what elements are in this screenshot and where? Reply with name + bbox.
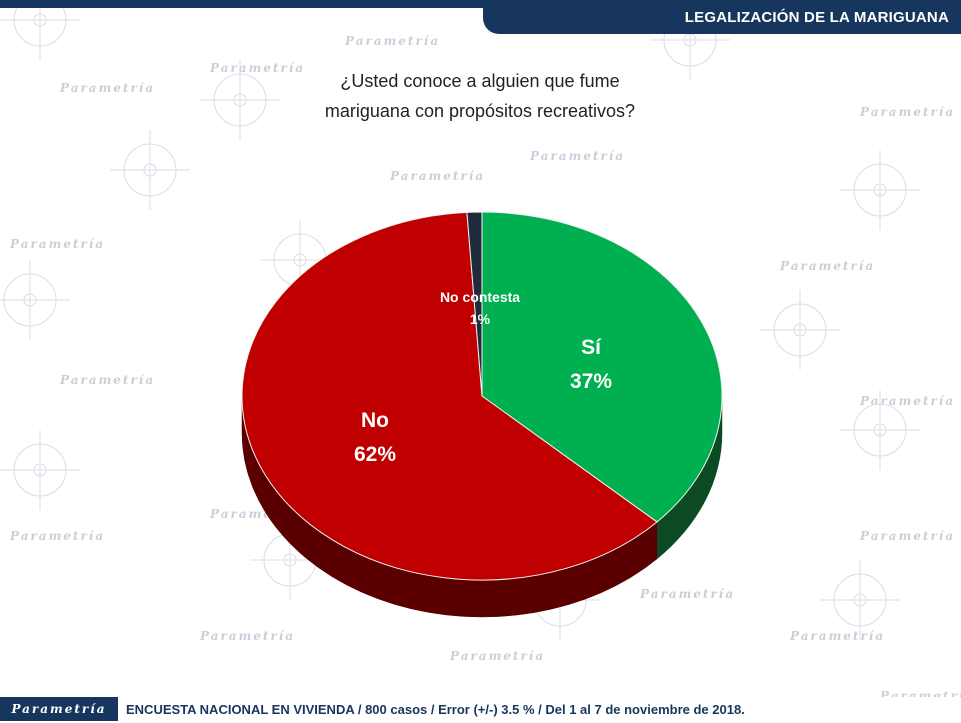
watermark-word: Parametría bbox=[199, 629, 295, 643]
pie-slice-no bbox=[241, 211, 658, 581]
watermark-axis-motif bbox=[0, 260, 70, 340]
watermark-axis-motif bbox=[0, 430, 80, 510]
top-bar bbox=[0, 0, 961, 8]
pie-top bbox=[241, 211, 723, 581]
watermark-word: Parametría bbox=[344, 34, 440, 48]
header-title: LEGALIZACIÓN DE LA MARIGUANA bbox=[684, 8, 949, 26]
watermark-axis-motif bbox=[820, 560, 900, 640]
footer-brand-logo: Parametría bbox=[0, 697, 118, 721]
watermark-word: Parametría bbox=[859, 529, 955, 543]
watermark-word: Parametría bbox=[449, 649, 545, 663]
watermark-axis-motif bbox=[840, 390, 920, 470]
question-line-2: mariguana con propósitos recreativos? bbox=[324, 101, 636, 121]
slice-label-no-contesta: No contesta bbox=[440, 289, 520, 305]
watermark-word: Parametría bbox=[639, 587, 735, 601]
watermark-word: Parametría bbox=[209, 61, 305, 75]
footer: Parametría ENCUESTA NACIONAL EN VIVIENDA… bbox=[0, 697, 961, 721]
question-title: ¿Usted conoce a alguien que fume marigua… bbox=[280, 66, 680, 126]
watermark-word: Parametría bbox=[529, 149, 625, 163]
pie-labels: Sí 37% No 62% No contesta 1% bbox=[354, 289, 612, 466]
watermark-word: Parametría bbox=[9, 237, 105, 251]
watermark-axis-motif bbox=[760, 290, 840, 370]
watermark-word: Parametría bbox=[59, 373, 155, 387]
slice-value-no: 62% bbox=[354, 443, 396, 466]
slice-label-si: Sí bbox=[581, 336, 602, 359]
pie-slice-si bbox=[481, 211, 723, 523]
pie-slice-no-contesta bbox=[466, 211, 483, 397]
header-banner: LEGALIZACIÓN DE LA MARIGUANA bbox=[483, 0, 961, 34]
watermark-axis-motif bbox=[840, 150, 920, 230]
watermark-word: Parametría bbox=[389, 169, 485, 183]
watermark-axis-motif bbox=[110, 130, 190, 210]
watermark-word: Parametría bbox=[9, 529, 105, 543]
footer-survey-note: ENCUESTA NACIONAL EN VIVIENDA / 800 caso… bbox=[126, 702, 745, 717]
slice-value-si: 37% bbox=[570, 370, 612, 393]
watermark-word: Parametría bbox=[59, 81, 155, 95]
question-line-1: ¿Usted conoce a alguien que fume bbox=[340, 71, 620, 91]
watermark-word: Parametría bbox=[859, 105, 955, 119]
watermark-axis-motif bbox=[0, 0, 80, 60]
watermark-axis-motif bbox=[200, 60, 280, 140]
slice-value-no-contesta: 1% bbox=[470, 311, 491, 327]
watermark-word: Parametría bbox=[779, 259, 875, 273]
slice-label-no: No bbox=[361, 409, 389, 432]
